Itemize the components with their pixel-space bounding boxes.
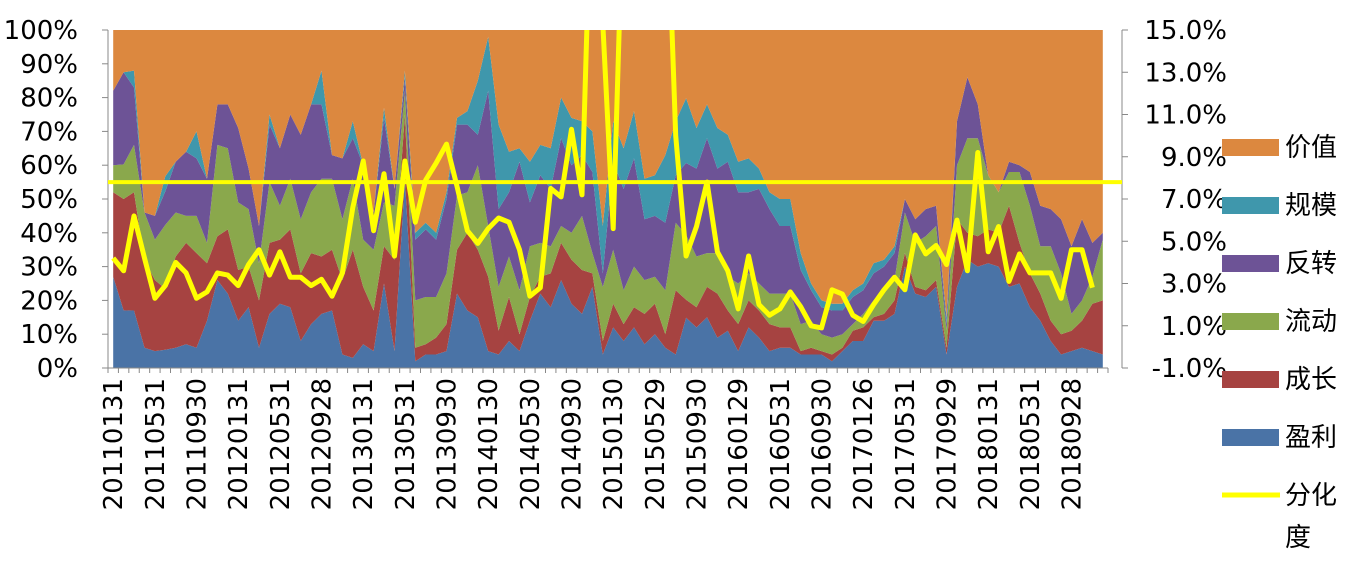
x-tick-label: 20180531 [1016, 378, 1046, 510]
left-tick-label: 30% [20, 253, 78, 283]
area-series-1 [113, 114, 1103, 362]
left-tick-label: 40% [20, 219, 78, 249]
legend-item: 价值 [1222, 133, 1337, 163]
x-tick-label: 20170531 [891, 378, 921, 510]
axes: 0% 10% 20%30% 40% 50% 60% 70%80% 90% 100% -1.0% 1.… [4, 16, 1227, 510]
x-tick-label: 20170126 [849, 378, 879, 510]
x-tick-label: 20160531 [766, 378, 796, 510]
legend-swatch [1222, 197, 1279, 214]
right-tick-label: 7.0% [1161, 185, 1227, 215]
x-tick-label: 20130930 [433, 378, 463, 510]
legend-label: 价值 [1285, 133, 1337, 163]
x-tick-label: 20140130 [474, 378, 504, 510]
legend-label-line2: 度 [1285, 523, 1311, 553]
left-tick-label: 80% [20, 84, 78, 114]
x-tick-label: 20150529 [641, 378, 671, 510]
x-tick-label: 20110531 [141, 378, 171, 510]
x-tick-label: 20160129 [724, 378, 754, 510]
legend-item: 流动 [1222, 307, 1337, 337]
x-tick-label: 20110930 [183, 378, 213, 510]
right-tick-label: 1.0% [1161, 312, 1227, 342]
x-tick-label: 20150130 [599, 378, 629, 510]
legend-item: 规模 [1222, 191, 1337, 221]
x-tick-label: 20160930 [808, 378, 838, 510]
legend-item: 反转 [1222, 249, 1337, 279]
left-tick-label: 60% [20, 151, 78, 181]
legend-label: 反转 [1285, 249, 1337, 279]
legend-label: 盈利 [1285, 423, 1337, 453]
x-tick-label: 20140930 [558, 378, 588, 510]
right-tick-label: 11.0% [1144, 101, 1227, 131]
legend-label: 成长 [1285, 365, 1337, 395]
x-tick-label: 20120531 [266, 378, 296, 510]
line-series-0 [111, 30, 1095, 331]
left-tick-label: 90% [20, 50, 78, 80]
x-tick-label: 20150930 [683, 378, 713, 510]
legend-swatch [1222, 371, 1279, 388]
legend-swatch [1222, 313, 1279, 330]
x-tick-label: 20180928 [1058, 378, 1088, 510]
x-tick-label: 20140530 [516, 378, 546, 510]
left-tick-label: 50% [20, 185, 78, 215]
right-tick-label: 9.0% [1161, 143, 1227, 173]
x-tick-label: 20120131 [224, 378, 254, 510]
area-series-3 [113, 72, 1103, 338]
left-tick-label: 70% [20, 117, 78, 147]
legend-item: 成长 [1222, 365, 1337, 395]
right-tick-label: 15.0% [1144, 16, 1227, 46]
left-tick-label: 100% [4, 16, 78, 46]
x-tick-label: 20170929 [933, 378, 963, 510]
right-tick-label: 3.0% [1161, 270, 1227, 300]
legend-swatch [1222, 139, 1279, 156]
legend-item: 分化度 [1222, 481, 1337, 553]
legend-label: 规模 [1285, 191, 1337, 221]
x-tick-label: 20180131 [974, 378, 1004, 510]
right-tick-label: 5.0% [1161, 227, 1227, 257]
left-tick-label: 0% [37, 354, 78, 384]
line-layer [111, 30, 1095, 331]
legend-item: 盈利 [1222, 423, 1337, 453]
x-tick-label: 20130131 [349, 378, 379, 510]
x-tick-label: 20130531 [391, 378, 421, 510]
left-tick-label: 20% [20, 286, 78, 316]
legend-swatch [1222, 429, 1279, 446]
x-tick-label: 20110131 [99, 378, 129, 510]
x-tick-label: 20120928 [308, 378, 338, 510]
area-series-2 [113, 90, 1103, 355]
left-tick-label: 10% [20, 320, 78, 350]
legend-label: 流动 [1285, 307, 1337, 337]
legend-label: 分化 [1285, 481, 1337, 511]
right-tick-label: -1.0% [1152, 354, 1227, 384]
right-tick-label: 13.0% [1144, 58, 1227, 88]
legend-swatch [1222, 255, 1279, 272]
area-series-0 [113, 178, 1103, 368]
